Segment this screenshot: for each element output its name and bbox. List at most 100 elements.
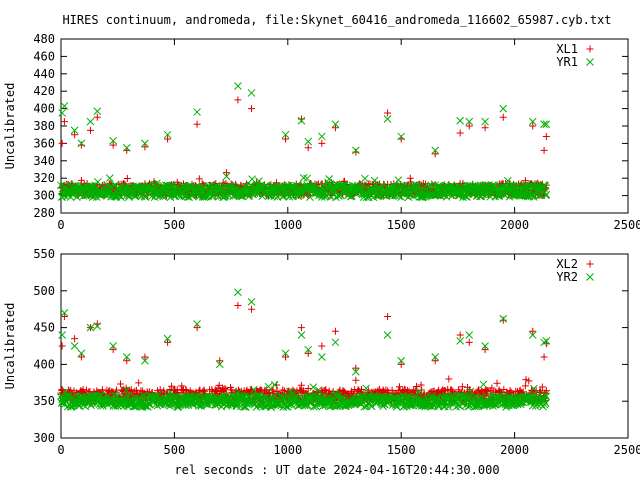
data-point (481, 346, 489, 354)
x-tick-label: 500 (164, 443, 186, 457)
data-point (367, 402, 376, 411)
data-point (331, 120, 340, 129)
data-point (362, 193, 371, 202)
data-point (211, 386, 219, 394)
data-point (234, 96, 242, 104)
data-point (281, 349, 290, 358)
data-point (351, 385, 359, 393)
data-point (351, 146, 360, 155)
data-point (418, 386, 426, 394)
data-point (304, 144, 312, 152)
data-point (465, 338, 473, 346)
data-point (71, 335, 79, 343)
data-point (542, 392, 551, 401)
data-point (79, 385, 87, 393)
x-axis-label: rel seconds : UT date 2024-04-16T20:44:3… (174, 463, 499, 477)
data-point (336, 191, 345, 200)
data-point (217, 183, 225, 192)
y-tick-label: 480 (33, 32, 55, 46)
data-point (529, 122, 537, 130)
data-point (297, 116, 306, 125)
data-point (91, 184, 100, 192)
data-point (195, 175, 203, 183)
data-point (108, 388, 116, 396)
data-point (383, 331, 392, 339)
data-point (141, 139, 149, 148)
data-point (86, 126, 94, 134)
data-point (138, 396, 146, 405)
data-point (124, 188, 132, 197)
data-point (77, 353, 85, 361)
data-point (141, 353, 149, 361)
data-point (163, 334, 172, 343)
data-point (264, 382, 273, 391)
data-point (352, 364, 360, 372)
data-point (71, 131, 79, 139)
y-tick-label: 380 (33, 119, 55, 133)
data-point (281, 130, 290, 139)
data-point (431, 357, 439, 365)
data-point (358, 181, 366, 190)
x-tick-label: 0 (57, 218, 64, 232)
data-point (283, 392, 292, 401)
data-point (336, 386, 344, 394)
data-point (325, 175, 334, 183)
data-point (182, 386, 190, 394)
data-point (291, 395, 300, 404)
data-point (431, 353, 440, 361)
data-point (479, 380, 488, 389)
data-point (58, 342, 66, 350)
data-point (481, 117, 489, 126)
data-point (293, 391, 301, 400)
x-tick-label: 1500 (387, 218, 416, 232)
data-point (135, 379, 143, 387)
data-point (267, 403, 276, 411)
y-tick-label: 340 (33, 154, 55, 168)
data-point (521, 382, 529, 390)
data-point (529, 327, 537, 335)
data-point (542, 132, 550, 140)
data-point (431, 150, 439, 158)
y-tick-label: 550 (33, 247, 55, 261)
data-point (448, 386, 456, 394)
data-point (318, 139, 326, 147)
data-point (309, 383, 318, 392)
y-tick-label: 350 (33, 394, 55, 408)
data-point (221, 384, 229, 392)
data-point (234, 288, 242, 297)
data-point (464, 402, 472, 411)
data-point (488, 181, 497, 190)
data-point (404, 392, 413, 401)
data-point (482, 190, 491, 199)
data-point (449, 387, 457, 395)
data-point (77, 349, 86, 358)
legend-marker-xl2 (586, 260, 594, 268)
data-point (361, 174, 369, 183)
data-point (540, 338, 548, 347)
data-point (493, 379, 501, 387)
y-tick-label: 400 (33, 102, 55, 116)
data-point (248, 305, 256, 313)
panel-1: 280 300 320 340 360 380 400 420 440 460 480 0 500 100… (3, 32, 640, 232)
data-point (463, 193, 471, 201)
data-point (59, 393, 68, 402)
x-tick-label: 1000 (273, 443, 302, 457)
data-point (215, 360, 224, 369)
data-point (465, 117, 474, 126)
data-point (58, 331, 66, 339)
data-point (542, 190, 551, 199)
data-point (481, 124, 489, 132)
data-point (540, 120, 548, 129)
data-point (542, 336, 551, 345)
data-point (248, 105, 256, 113)
data-point (93, 113, 101, 121)
legend-marker (586, 273, 594, 281)
data-point (348, 192, 356, 200)
data-point (481, 342, 489, 350)
y-tick-label: 400 (33, 357, 55, 371)
data-point (192, 393, 200, 402)
data-point (465, 122, 473, 130)
data-point (530, 384, 538, 393)
data-point (540, 353, 548, 361)
data-point (499, 316, 507, 324)
